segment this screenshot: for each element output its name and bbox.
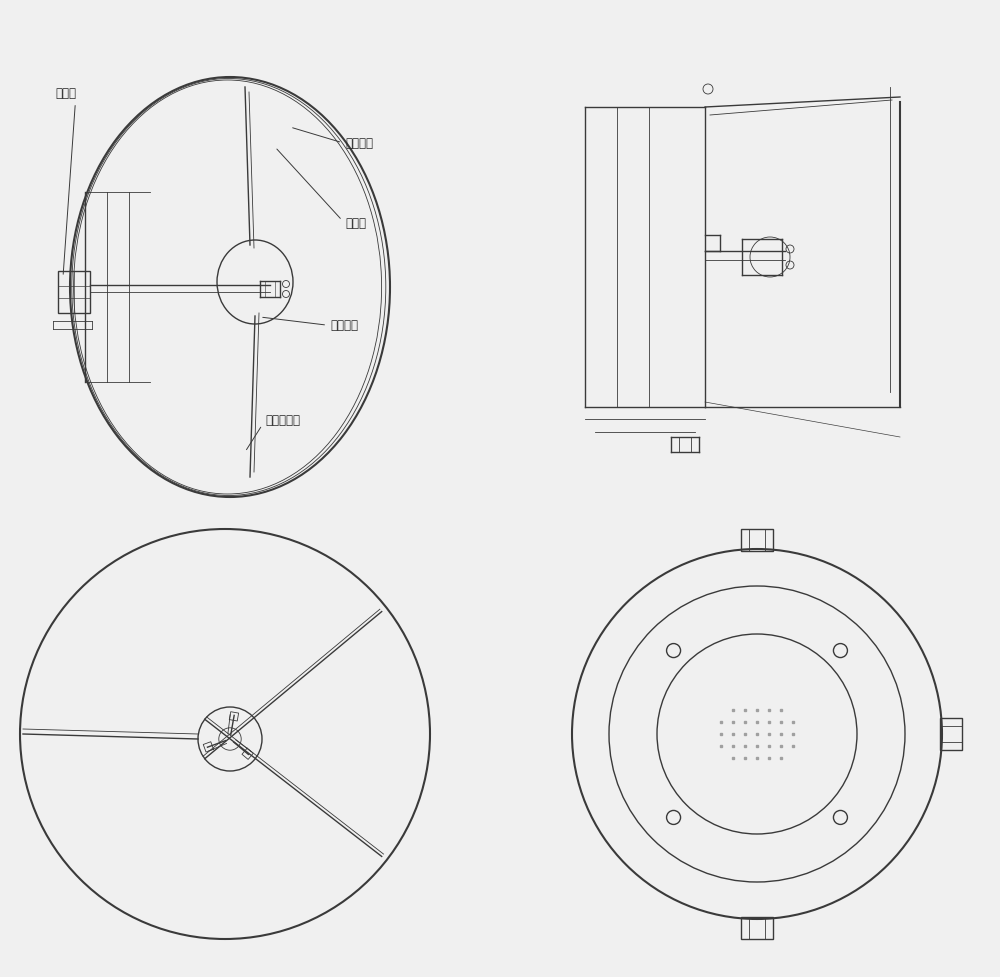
Text: 支撑杆: 支撑杆 <box>277 149 366 230</box>
Bar <box>58 271 90 313</box>
Text: 和差器: 和差器 <box>55 87 76 275</box>
Text: 四喇叭馓源: 四喇叭馓源 <box>246 414 300 449</box>
Bar <box>741 917 773 939</box>
Bar <box>741 529 773 551</box>
Bar <box>940 718 962 750</box>
Text: 主反射面: 主反射面 <box>293 128 373 150</box>
Text: 副反射面: 副反射面 <box>263 318 358 332</box>
